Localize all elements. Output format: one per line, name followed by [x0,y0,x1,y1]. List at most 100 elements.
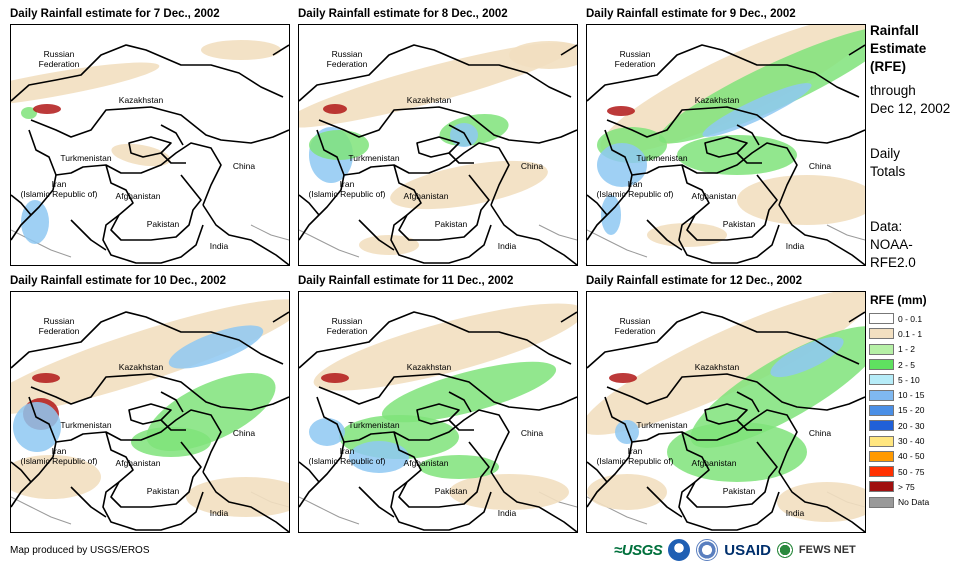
country-border [778,471,865,532]
country-label-iran: Iran (Islamic Republic of) [596,179,674,199]
rain-area [607,106,635,116]
rain-area [321,373,349,383]
map-canvas [11,299,289,532]
rain-area [777,482,865,522]
country-label-india: India [785,508,805,518]
country-border [272,44,289,56]
country-label-russia: Russian Federation [38,49,80,69]
country-border [299,461,395,518]
country-label-kazakhstan: Kazakhstan [406,95,452,105]
fews-globe-icon [776,542,793,558]
country-border [11,44,284,102]
map-panel: Daily Rainfall estimate for 11 Dec., 200… [298,275,578,537]
legend-label: 30 - 40 [898,436,925,447]
legend-swatch [869,389,894,401]
rain-area [737,175,865,225]
legend-item: > 75 [869,479,929,494]
country-border [272,311,289,323]
legend-label: 10 - 15 [898,390,925,401]
rain-area [32,373,60,383]
country-label-china: China [520,428,544,438]
country-label-iran: Iran (Islamic Republic of) [308,446,386,466]
rain-area [11,455,101,499]
country-label-china: China [808,428,832,438]
country-border [587,174,633,241]
side-title-line: Estimate [870,41,927,56]
map-canvas [587,25,865,265]
legend-label: > 75 [898,481,915,492]
country-label-afghanistan: Afghanistan [691,191,737,201]
country-border [202,471,289,532]
country-border [678,481,780,531]
legend-label: 15 - 20 [898,405,925,416]
country-border [606,373,865,411]
rain-area [647,223,727,247]
rain-area [11,62,160,108]
country-label-afghanistan: Afghanistan [115,458,161,468]
rain-area [359,235,419,255]
legend-item: 30 - 40 [869,433,929,448]
map-canvas [587,292,865,532]
country-label-china: China [808,161,832,171]
map-panel: Daily Rainfall estimate for 9 Dec., 2002… [586,8,866,270]
country-border [160,391,186,431]
rain-area [677,135,797,175]
legend-item: No Data [869,495,929,510]
country-border [202,204,289,265]
rain-area [201,40,281,60]
legend-label: 20 - 30 [898,420,925,431]
country-border [587,44,860,102]
legend-item: 15 - 20 [869,403,929,418]
rainfall-map: Russian Federation Kazakhstan Turkmenistan… [298,24,578,266]
country-label-russia: Russian Federation [326,49,368,69]
side-totals: Totals [870,164,906,179]
country-border [736,391,762,431]
legend-label: 0.1 - 1 [898,328,923,339]
country-label-india: India [497,508,517,518]
rain-area [615,420,639,444]
rain-area [450,123,478,147]
country-label-russia: Russian Federation [614,316,656,336]
country-border [587,194,683,251]
country-border [390,214,492,264]
country-border [11,194,107,251]
panel-title: Daily Rainfall estimate for 9 Dec., 2002 [586,8,796,20]
country-label-turkmenistan: Turkmenistan [60,420,112,430]
legend-item: 40 - 50 [869,449,929,464]
legend-item: 5 - 10 [869,372,929,387]
country-border [490,204,577,265]
map-canvas [299,41,577,265]
country-label-iran: Iran (Islamic Republic of) [596,446,674,466]
country-border [102,214,204,264]
country-label-iran: Iran (Islamic Republic of) [20,446,98,466]
country-label-turkmenistan: Turkmenistan [636,153,688,163]
rainfall-map: Russian Federation Kazakhstan Turkmenistan… [10,24,290,266]
country-border [560,311,577,323]
rain-area [349,441,409,473]
legend-swatch [869,343,894,355]
rainfall-map: Russian Federation Kazakhstan Turkmenistan… [10,291,290,533]
country-label-china: China [232,161,256,171]
legend-item: 1 - 2 [869,342,929,357]
fews-net-logo: FEWS NET [798,544,856,556]
rain-area [33,104,61,114]
rain-area [309,130,369,160]
coastline [11,224,289,258]
country-label-afghanistan: Afghanistan [403,191,449,201]
country-border [316,396,510,473]
country-label-russia: Russian Federation [38,316,80,336]
rain-area [667,422,807,482]
side-data-source: Data: [870,219,903,234]
country-border [604,396,798,473]
legend-swatch [869,481,894,493]
rain-area [658,26,865,144]
map-panel: Daily Rainfall estimate for 8 Dec., 2002… [298,8,578,270]
country-border [299,174,345,241]
country-label-afghanistan: Afghanistan [115,191,161,201]
country-label-pakistan: Pakistan [434,486,468,496]
country-border [448,391,474,431]
rainfall-map: Russian Federation Kazakhstan Turkmenistan… [586,291,866,533]
panel-title: Daily Rainfall estimate for 8 Dec., 2002 [298,8,508,20]
country-border [318,106,577,144]
country-border [560,44,577,56]
